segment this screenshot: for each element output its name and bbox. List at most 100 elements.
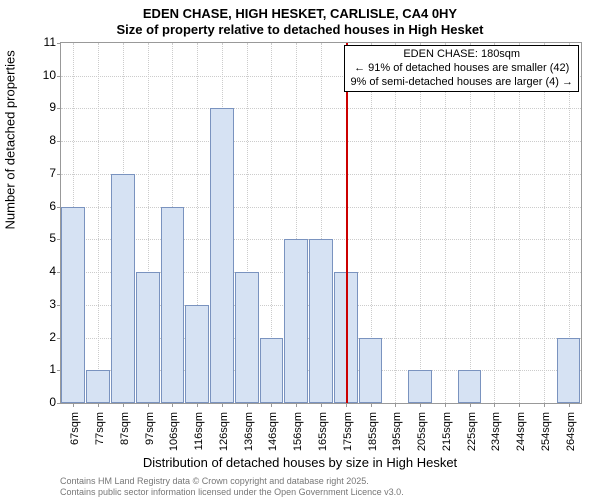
xtick-mark <box>544 403 545 407</box>
ytick-label: 4 <box>26 264 56 278</box>
marker-line <box>346 43 348 403</box>
xtick-label: 175sqm <box>342 412 354 462</box>
annotation-line-2: ← 91% of detached houses are smaller (42… <box>350 62 573 76</box>
xtick-label: 87sqm <box>119 412 131 462</box>
xtick-label: 244sqm <box>515 412 527 462</box>
xtick-mark <box>247 403 248 407</box>
ytick-mark <box>57 174 61 175</box>
ytick-label: 7 <box>26 166 56 180</box>
xtick-label: 165sqm <box>317 412 329 462</box>
y-axis-label: Number of detached properties <box>3 50 18 229</box>
histogram-bar <box>458 370 482 403</box>
ytick-mark <box>57 76 61 77</box>
ytick-label: 10 <box>26 68 56 82</box>
gridline-v <box>395 43 396 403</box>
ytick-mark <box>57 370 61 371</box>
ytick-mark <box>57 305 61 306</box>
ytick-label: 0 <box>26 395 56 409</box>
xtick-label: 106sqm <box>168 412 180 462</box>
chart-title-sub: Size of property relative to detached ho… <box>0 22 600 37</box>
histogram-bar <box>210 108 234 403</box>
histogram-bar <box>86 370 110 403</box>
ytick-label: 5 <box>26 231 56 245</box>
histogram-bar <box>284 239 308 403</box>
xtick-mark <box>569 403 570 407</box>
xtick-mark <box>420 403 421 407</box>
xtick-mark <box>346 403 347 407</box>
xtick-mark <box>519 403 520 407</box>
xtick-mark <box>123 403 124 407</box>
xtick-mark <box>222 403 223 407</box>
xtick-mark <box>98 403 99 407</box>
chart-container: EDEN CHASE, HIGH HESKET, CARLISLE, CA4 0… <box>0 0 600 500</box>
xtick-label: 185sqm <box>367 412 379 462</box>
ytick-mark <box>57 338 61 339</box>
xtick-label: 264sqm <box>565 412 577 462</box>
xtick-mark <box>296 403 297 407</box>
xtick-mark <box>395 403 396 407</box>
xtick-label: 205sqm <box>416 412 428 462</box>
plot-area: EDEN CHASE: 180sqm ← 91% of detached hou… <box>60 42 582 404</box>
xtick-mark <box>494 403 495 407</box>
xtick-mark <box>371 403 372 407</box>
histogram-bar <box>185 305 209 403</box>
ytick-mark <box>57 272 61 273</box>
ytick-mark <box>57 207 61 208</box>
xtick-label: 225sqm <box>466 412 478 462</box>
xtick-label: 136sqm <box>243 412 255 462</box>
gridline-v <box>544 43 545 403</box>
annotation-line-1: EDEN CHASE: 180sqm <box>350 48 573 62</box>
histogram-bar <box>161 207 185 403</box>
gridline-v <box>420 43 421 403</box>
xtick-mark <box>271 403 272 407</box>
xtick-label: 254sqm <box>540 412 552 462</box>
ytick-mark <box>57 403 61 404</box>
attribution-text: Contains HM Land Registry data © Crown c… <box>60 476 404 498</box>
histogram-bar <box>359 338 383 403</box>
xtick-label: 215sqm <box>441 412 453 462</box>
xtick-label: 156sqm <box>292 412 304 462</box>
xtick-label: 67sqm <box>69 412 81 462</box>
histogram-bar <box>136 272 160 403</box>
gridline-v <box>470 43 471 403</box>
histogram-bar <box>111 174 135 403</box>
xtick-label: 97sqm <box>144 412 156 462</box>
ytick-mark <box>57 239 61 240</box>
ytick-mark <box>57 108 61 109</box>
xtick-mark <box>172 403 173 407</box>
xtick-label: 126sqm <box>218 412 230 462</box>
ytick-mark <box>57 43 61 44</box>
histogram-bar <box>61 207 85 403</box>
xtick-mark <box>321 403 322 407</box>
xtick-label: 116sqm <box>193 412 205 462</box>
ytick-label: 9 <box>26 100 56 114</box>
attribution-line-2: Contains public sector information licen… <box>60 487 404 498</box>
ytick-label: 6 <box>26 199 56 213</box>
ytick-label: 11 <box>26 35 56 49</box>
annotation-box: EDEN CHASE: 180sqm ← 91% of detached hou… <box>344 45 579 92</box>
histogram-bar <box>557 338 581 403</box>
ytick-label: 3 <box>26 297 56 311</box>
xtick-mark <box>197 403 198 407</box>
gridline-v <box>494 43 495 403</box>
xtick-label: 234sqm <box>490 412 502 462</box>
xtick-label: 77sqm <box>94 412 106 462</box>
annotation-line-3: 9% of semi-detached houses are larger (4… <box>350 76 573 90</box>
histogram-bar <box>235 272 259 403</box>
chart-title-main: EDEN CHASE, HIGH HESKET, CARLISLE, CA4 0… <box>0 6 600 21</box>
xtick-mark <box>445 403 446 407</box>
histogram-bar <box>309 239 333 403</box>
gridline-v <box>445 43 446 403</box>
xtick-mark <box>470 403 471 407</box>
histogram-bar <box>408 370 432 403</box>
xtick-mark <box>73 403 74 407</box>
xtick-mark <box>148 403 149 407</box>
ytick-label: 2 <box>26 330 56 344</box>
histogram-bar <box>260 338 284 403</box>
ytick-mark <box>57 141 61 142</box>
attribution-line-1: Contains HM Land Registry data © Crown c… <box>60 476 404 487</box>
xtick-label: 195sqm <box>391 412 403 462</box>
ytick-label: 8 <box>26 133 56 147</box>
xtick-label: 146sqm <box>267 412 279 462</box>
gridline-v <box>519 43 520 403</box>
